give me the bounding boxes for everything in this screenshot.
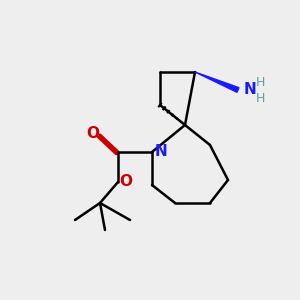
- Text: N: N: [244, 82, 257, 98]
- Polygon shape: [195, 72, 239, 92]
- Text: O: O: [119, 175, 133, 190]
- Text: H: H: [256, 76, 266, 88]
- Text: N: N: [155, 145, 168, 160]
- Text: H: H: [256, 92, 266, 104]
- Text: O: O: [86, 127, 100, 142]
